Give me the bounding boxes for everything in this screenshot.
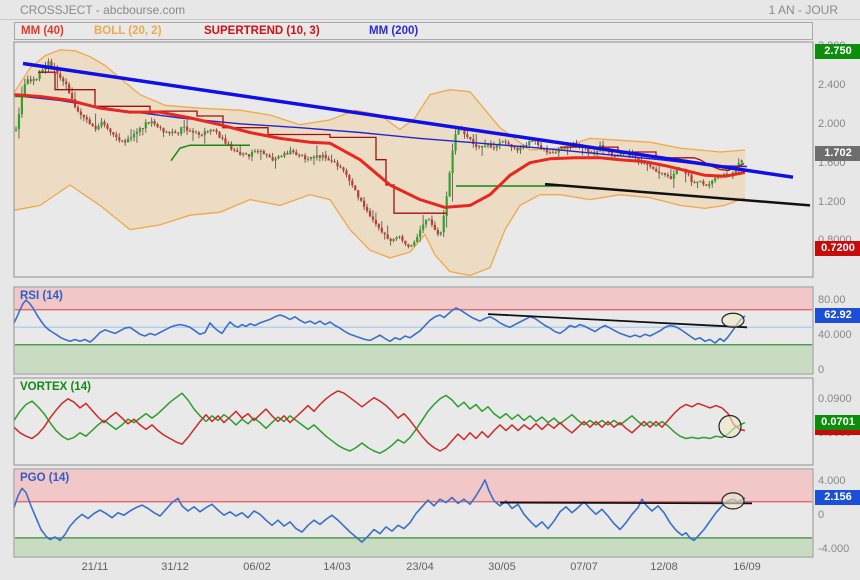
- y-tick-label: 0: [818, 364, 825, 376]
- rsi-zone: [15, 288, 812, 310]
- drawn-trendline[interactable]: [22, 61, 794, 179]
- price-badge: 2.156: [815, 490, 860, 505]
- vortex-panel-border: [13, 377, 814, 466]
- rsi-zone: [15, 344, 812, 373]
- rsi-series-rsi: [13, 299, 746, 344]
- price-badge: 0.7200: [815, 241, 860, 256]
- x-tick-label: 06/02: [243, 561, 271, 573]
- pgo-highlight-ellipse[interactable]: [721, 492, 745, 510]
- pgo-panel-border: [13, 468, 814, 558]
- x-tick-label: 23/04: [406, 561, 434, 573]
- supertrend-segment: [170, 144, 250, 162]
- x-tick-label: 31/12: [161, 561, 189, 573]
- legend-item-mm40[interactable]: MM (40): [21, 25, 64, 37]
- legend-item-supertrend[interactable]: SUPERTREND (10, 3): [204, 25, 320, 37]
- page-title: CROSSJECT - abcbourse.com: [20, 3, 186, 17]
- x-tick-label: 21/11: [81, 561, 109, 573]
- mm40-line: [13, 93, 746, 209]
- legend-item-mm200[interactable]: MM (200): [369, 25, 419, 37]
- x-tick-label: 30/05: [488, 561, 516, 573]
- y-tick-label: 4.000: [818, 475, 846, 487]
- y-tick-label: 2.000: [818, 118, 846, 130]
- rsi-drawn-trendline[interactable]: [487, 313, 748, 329]
- y-tick-label: 0: [818, 509, 825, 521]
- legend-item-bollinger[interactable]: BOLL (20, 2): [94, 25, 162, 37]
- pgo-series-pgo: [13, 479, 746, 543]
- vortex-panel-title[interactable]: VORTEX (14): [20, 381, 91, 393]
- y-tick-label: 0.0900: [818, 393, 852, 405]
- pgo-panel-title[interactable]: PGO (14): [20, 472, 70, 484]
- pgo-drawn-trendline[interactable]: [499, 501, 753, 505]
- period-label: 1 AN - JOUR: [768, 3, 838, 17]
- y-tick-label: -4.000: [818, 543, 850, 555]
- supertrend-segment: [38, 71, 447, 214]
- indicator-legend: MM (40) BOLL (20, 2) SUPERTREND (10, 3) …: [14, 22, 813, 40]
- vortex-series-vi_minus: [13, 390, 746, 452]
- drawn-trendline[interactable]: [544, 182, 811, 207]
- y-tick-label: 80.00: [818, 294, 846, 306]
- pgo-zone: [15, 470, 812, 502]
- x-tick-label: 14/03: [323, 561, 351, 573]
- bollinger-lower: [13, 184, 746, 277]
- price-badge: 62.92: [815, 308, 860, 323]
- price-panel-border: [13, 41, 814, 278]
- rsi-highlight-ellipse[interactable]: [721, 312, 745, 328]
- price-badge: 2.750: [815, 44, 860, 59]
- vortex-panel-bg: [14, 378, 813, 465]
- vortex-highlight-ellipse[interactable]: [718, 414, 742, 439]
- price-badge: 1.702: [815, 146, 860, 161]
- pgo-zone: [15, 537, 812, 556]
- rsi-panel-title[interactable]: RSI (14): [20, 290, 63, 302]
- bollinger-upper: [13, 49, 746, 153]
- x-tick-label: 07/07: [570, 561, 598, 573]
- price-badge: 0.0701: [815, 415, 860, 430]
- price-badge-sliver: [815, 427, 860, 435]
- bollinger-band-fill: [14, 49, 745, 276]
- header-divider: [0, 19, 860, 20]
- x-tick-label: 12/08: [650, 561, 678, 573]
- y-tick-label: 1.200: [818, 196, 846, 208]
- y-tick-label: 40.000: [818, 329, 852, 341]
- y-tick-label: 2.400: [818, 79, 846, 91]
- rsi-panel-border: [13, 286, 814, 375]
- x-tick-label: 16/09: [733, 561, 761, 573]
